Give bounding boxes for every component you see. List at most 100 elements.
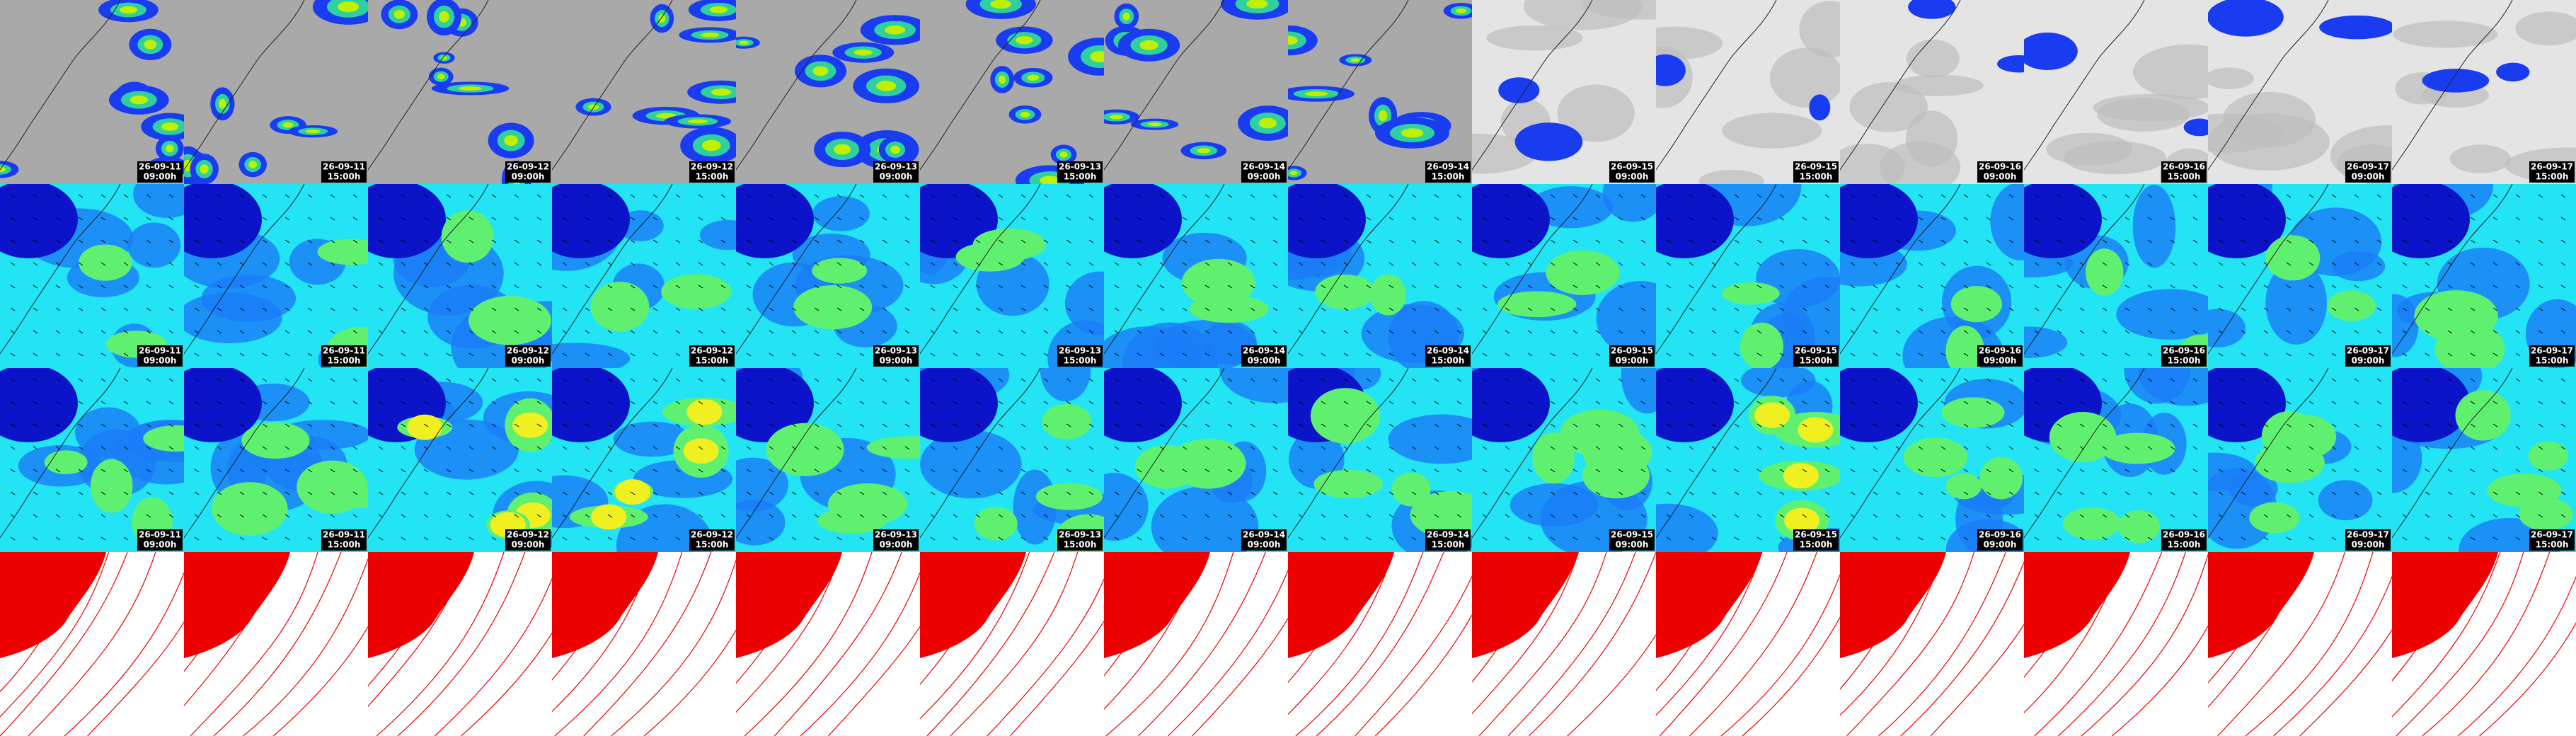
wind-arrow	[2102, 491, 2108, 495]
wind-arrow	[194, 378, 200, 382]
wind-arrow	[1963, 330, 1969, 334]
wind-arrow	[401, 401, 406, 405]
coastline	[1840, 184, 1961, 355]
frame-time: 15:00h	[2168, 356, 2201, 366]
wind-arrow	[1689, 491, 1694, 495]
map-panel	[1104, 552, 1288, 736]
wind-arrow	[491, 262, 497, 266]
wind-arrow	[1963, 401, 1969, 405]
wind-arrow	[652, 307, 658, 311]
wind-arrow	[262, 217, 268, 221]
wind-arrow	[1182, 194, 1188, 198]
isobar	[1104, 552, 1204, 710]
wind-arrow	[1918, 330, 1924, 334]
field	[184, 368, 262, 442]
wind-arrow	[1434, 423, 1439, 427]
wind-arrow	[1411, 352, 1417, 357]
wind-arrow	[1802, 217, 1807, 221]
wind-arrow	[1227, 262, 1233, 266]
wind-arrow	[284, 514, 290, 518]
frame-time: 15:00h	[1064, 356, 1097, 366]
wind-arrow	[585, 330, 590, 334]
wind-arrow	[2286, 217, 2292, 221]
field	[1042, 403, 1092, 439]
wind-arrow	[1321, 352, 1326, 357]
wind-arrow	[720, 468, 726, 473]
field	[1945, 326, 1985, 368]
wind-arrow	[307, 307, 313, 311]
wind-arrow	[33, 423, 38, 427]
time-box	[1057, 529, 1103, 551]
wind-arrow	[1298, 217, 1304, 221]
precip	[1908, 0, 1956, 19]
cloud	[1769, 47, 1840, 108]
wind-arrow	[1088, 446, 1094, 450]
wind-arrow	[1640, 468, 1646, 473]
wind-arrow	[468, 446, 474, 450]
wind-arrow	[1918, 217, 1924, 221]
wind-arrow	[2079, 239, 2085, 243]
wind-arrow	[1734, 239, 1740, 243]
wind-arrow	[698, 423, 703, 427]
wind-arrow	[2538, 284, 2543, 289]
wind-arrow	[1020, 468, 1026, 473]
isobar	[397, 552, 526, 736]
wind-arrow	[882, 446, 887, 450]
wind-arrow	[2354, 423, 2359, 427]
precip	[219, 98, 226, 109]
wind-arrow	[1689, 378, 1694, 382]
wind-arrow	[1159, 217, 1165, 221]
frame-time: 15:00h	[2536, 356, 2569, 366]
field	[0, 184, 78, 258]
wind-arrow	[536, 378, 542, 382]
wind-arrow	[1779, 401, 1785, 405]
wind-arrow	[2170, 284, 2175, 289]
wind-arrow	[1298, 491, 1304, 495]
wind-arrow	[859, 307, 865, 311]
wind-arrow	[1756, 423, 1762, 427]
wind-arrow	[2470, 352, 2476, 357]
wind-arrow	[378, 217, 384, 221]
field	[2024, 326, 2068, 358]
wind-arrow	[1411, 194, 1417, 198]
wind-arrow	[2241, 262, 2246, 266]
wind-arrow	[10, 307, 16, 311]
wind-arrow	[423, 307, 429, 311]
wind-arrow	[2402, 401, 2408, 405]
wind-arrow	[1572, 536, 1578, 541]
wind-arrow	[1411, 284, 1417, 289]
wind-arrow	[746, 423, 752, 427]
wind-arrow	[1940, 536, 1946, 541]
isobar	[920, 552, 1030, 720]
isobar	[552, 552, 654, 713]
wind-arrow	[33, 491, 38, 495]
wind-arrow	[1182, 401, 1188, 405]
wind-arrow	[401, 239, 406, 243]
wind-arrow	[975, 307, 981, 311]
wind-arrow	[998, 491, 1004, 495]
wind-arrow	[2560, 284, 2566, 289]
wind-arrow	[2218, 217, 2224, 221]
wind-arrow	[1895, 514, 1901, 518]
wind-arrow	[10, 446, 16, 450]
wind-arrow	[1159, 401, 1165, 405]
precip	[687, 119, 708, 124]
wind-arrow	[859, 401, 865, 405]
wind-arrow	[1043, 423, 1049, 427]
frame-date: 26-09-17	[2531, 346, 2573, 356]
wind-arrow	[1250, 446, 1255, 450]
wind-arrow	[123, 378, 129, 382]
wind-arrow	[2286, 491, 2292, 495]
wind-arrow	[720, 378, 726, 382]
wind-arrow	[1734, 468, 1740, 473]
wind-arrow	[536, 194, 542, 198]
coastline	[1656, 0, 1777, 171]
wind-arrow	[1505, 217, 1510, 221]
isobar	[800, 571, 920, 736]
wind-arrow	[1572, 446, 1578, 450]
wind-arrow	[562, 262, 568, 266]
frame-date: 26-09-13	[1059, 530, 1101, 540]
wind-arrow	[2376, 514, 2382, 518]
frame-date: 26-09-17	[2347, 346, 2389, 356]
field	[552, 368, 630, 442]
